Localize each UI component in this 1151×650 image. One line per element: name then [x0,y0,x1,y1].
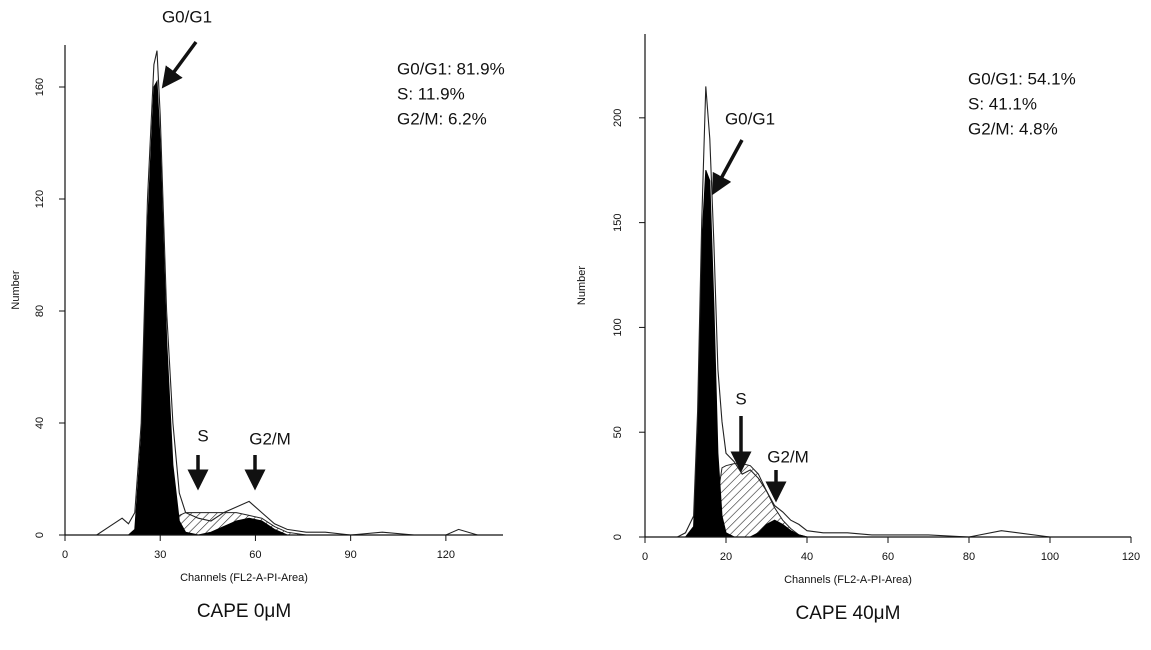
phase-area [677,463,1123,538]
y-axis-label: Number [576,266,588,305]
x-tick-label: 120 [437,549,455,561]
y-axis-label: Number [10,270,22,309]
caption: CAPE 0μM [197,601,291,622]
x-axis-label: Channels (FL2-A-PI-Area) [784,574,912,586]
y-tick-label: 0 [34,532,46,538]
phase-label: G2/M [767,447,809,466]
x-tick-label: 80 [963,551,975,563]
phase-area [96,79,478,536]
x-tick-label: 60 [882,551,894,563]
y-tick-label: 120 [34,190,46,208]
y-tick-label: 50 [612,426,624,438]
x-tick-label: 30 [154,549,166,561]
x-tick-label: 20 [720,551,732,563]
y-tick-label: 40 [34,417,46,429]
y-tick-label: 0 [612,534,624,540]
y-tick-label: 200 [612,109,624,127]
x-tick-label: 120 [1122,551,1140,563]
phase-percentage: S: 41.1% [968,94,1037,113]
phase-label: G2/M [249,429,291,448]
phase-percentage: G0/G1: 54.1% [968,69,1076,88]
x-tick-label: 60 [249,549,261,561]
phase-percentage: S: 11.9% [397,84,465,103]
x-axis-label: Channels (FL2-A-PI-Area) [180,572,308,584]
x-tick-label: 0 [642,551,648,563]
y-tick-label: 80 [34,305,46,317]
phase-label: G0/G1 [162,7,212,26]
x-tick-label: 0 [62,549,68,561]
phase-label: G0/G1 [725,109,775,128]
x-tick-label: 40 [801,551,813,563]
x-tick-label: 90 [345,549,357,561]
phase-percentage: G2/M: 6.2% [397,109,487,128]
caption: CAPE 40μM [796,603,901,624]
y-tick-label: 150 [612,213,624,231]
phase-arrow [711,139,744,196]
phase-percentage: G0/G1: 81.9% [397,59,505,78]
y-tick-label: 100 [612,318,624,336]
y-tick-label: 160 [34,78,46,96]
phase-percentage: G2/M: 4.8% [968,119,1058,138]
phase-label: S [735,389,746,408]
phase-arrow [161,40,198,89]
x-tick-label: 100 [1041,551,1059,563]
phase-label: S [197,426,208,445]
